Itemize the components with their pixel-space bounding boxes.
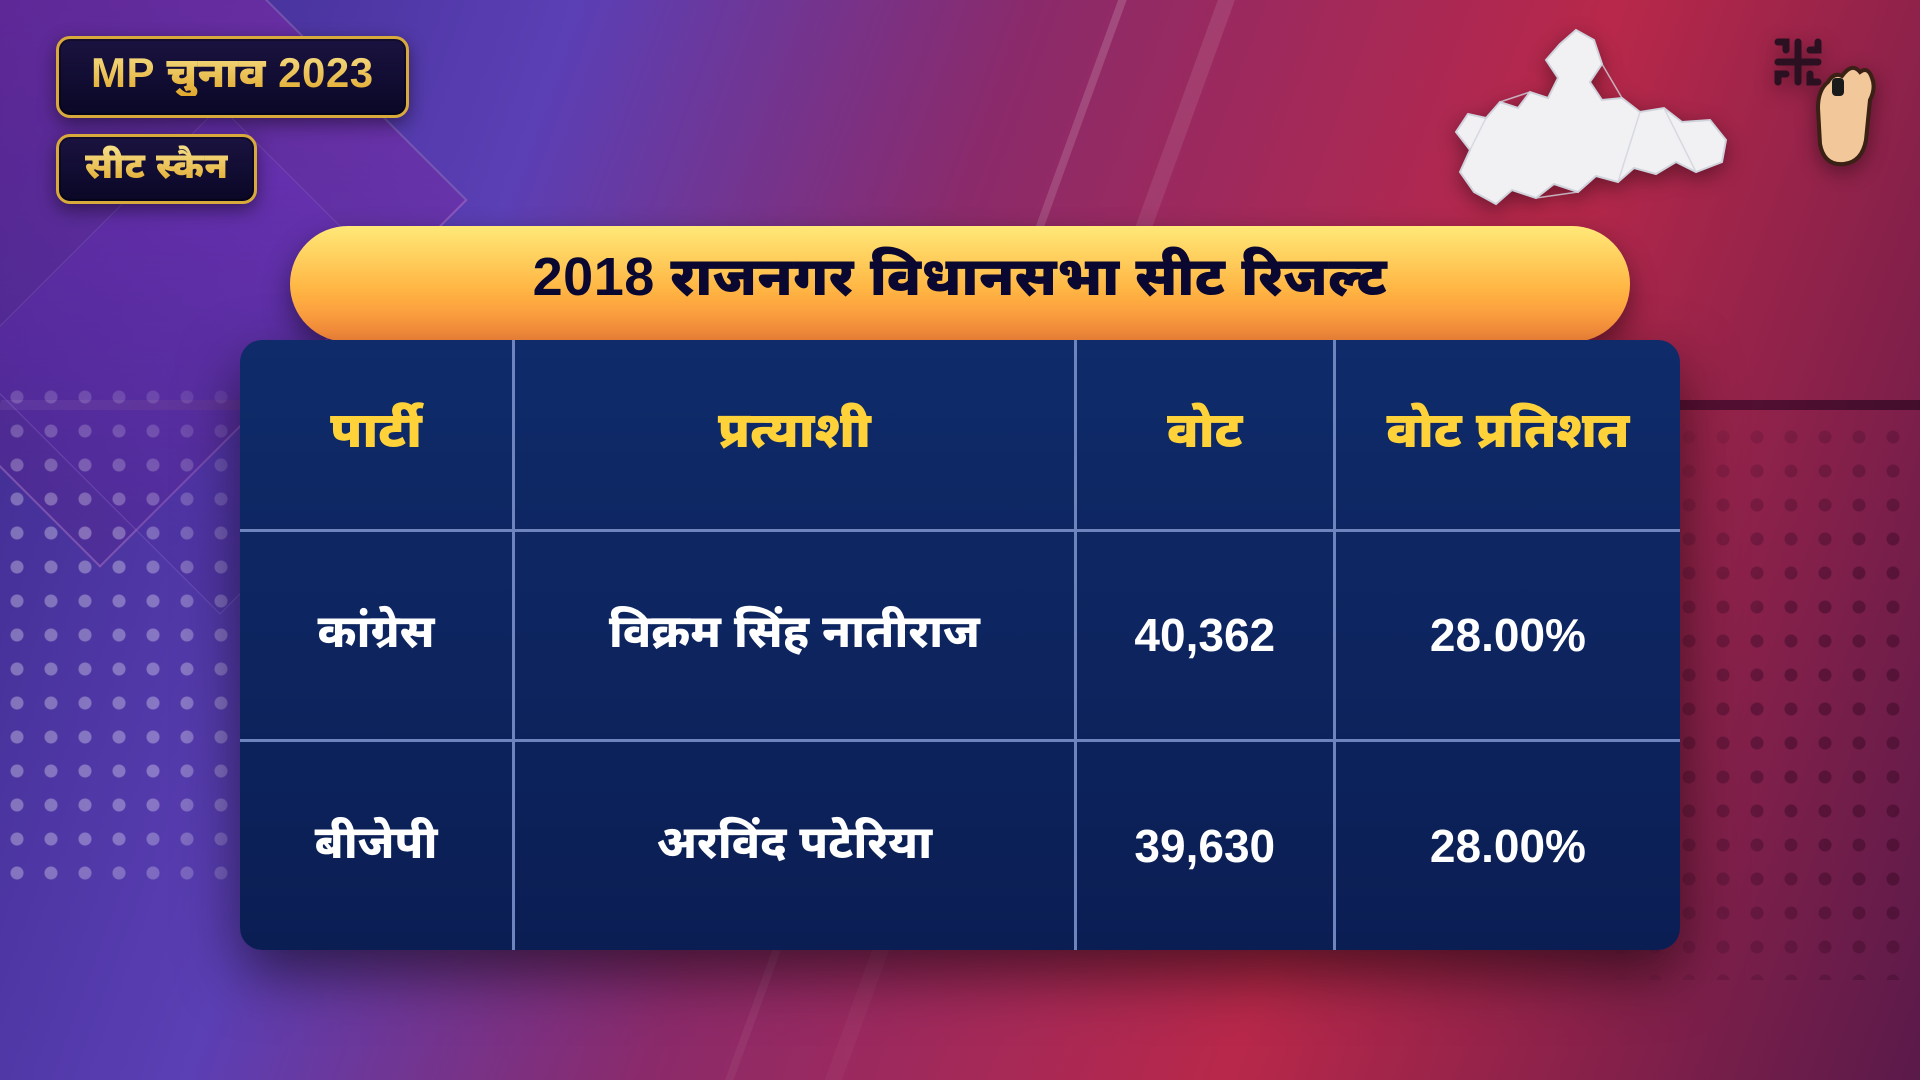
results-table-container: पार्टी प्रत्याशी वोट वोट प्रतिशत कांग्रे… (240, 340, 1680, 950)
cell-candidate: विक्रम सिंह नातीराज (514, 530, 1076, 740)
badge-election-year: MP चुनाव 2023 (56, 36, 409, 118)
result-title-text: 2018 राजनगर विधानसभा सीट रिजल्ट (330, 246, 1590, 318)
cell-party: कांग्रेस (240, 530, 514, 740)
cell-votes: 40,362 (1075, 530, 1334, 740)
cell-candidate: अरविंद पटेरिया (514, 740, 1076, 950)
col-votes: वोट (1075, 340, 1334, 530)
table-header-row: पार्टी प्रत्याशी वोट वोट प्रतिशत (240, 340, 1680, 530)
col-party: पार्टी (240, 340, 514, 530)
badge-seat-scan-text: सीट स्कैन (85, 145, 228, 186)
table-row: कांग्रेस विक्रम सिंह नातीराज 40,362 28.0… (240, 530, 1680, 740)
map-and-vote-icons (1426, 22, 1878, 232)
cell-pct: 28.00% (1334, 740, 1680, 950)
election-graphic-stage: MP चुनाव 2023 सीट स्कैन 2018 राजनगर विधा… (0, 0, 1920, 1080)
result-title-pill: 2018 राजनगर विधानसभा सीट रिजल्ट (290, 226, 1630, 342)
cell-votes: 39,630 (1075, 740, 1334, 950)
col-pct: वोट प्रतिशत (1334, 340, 1680, 530)
col-candidate: प्रत्याशी (514, 340, 1076, 530)
badge-group: MP चुनाव 2023 सीट स्कैन (56, 36, 409, 204)
mp-map-icon (1426, 22, 1746, 232)
table-row: बीजेपी अरविंद पटेरिया 39,630 28.00% (240, 740, 1680, 950)
badge-seat-scan: सीट स्कैन (56, 134, 257, 204)
badge-election-year-text: MP चुनाव 2023 (91, 49, 374, 96)
cell-pct: 28.00% (1334, 530, 1680, 740)
vote-finger-icon (1758, 22, 1878, 172)
cell-party: बीजेपी (240, 740, 514, 950)
results-table: पार्टी प्रत्याशी वोट वोट प्रतिशत कांग्रे… (240, 340, 1680, 950)
